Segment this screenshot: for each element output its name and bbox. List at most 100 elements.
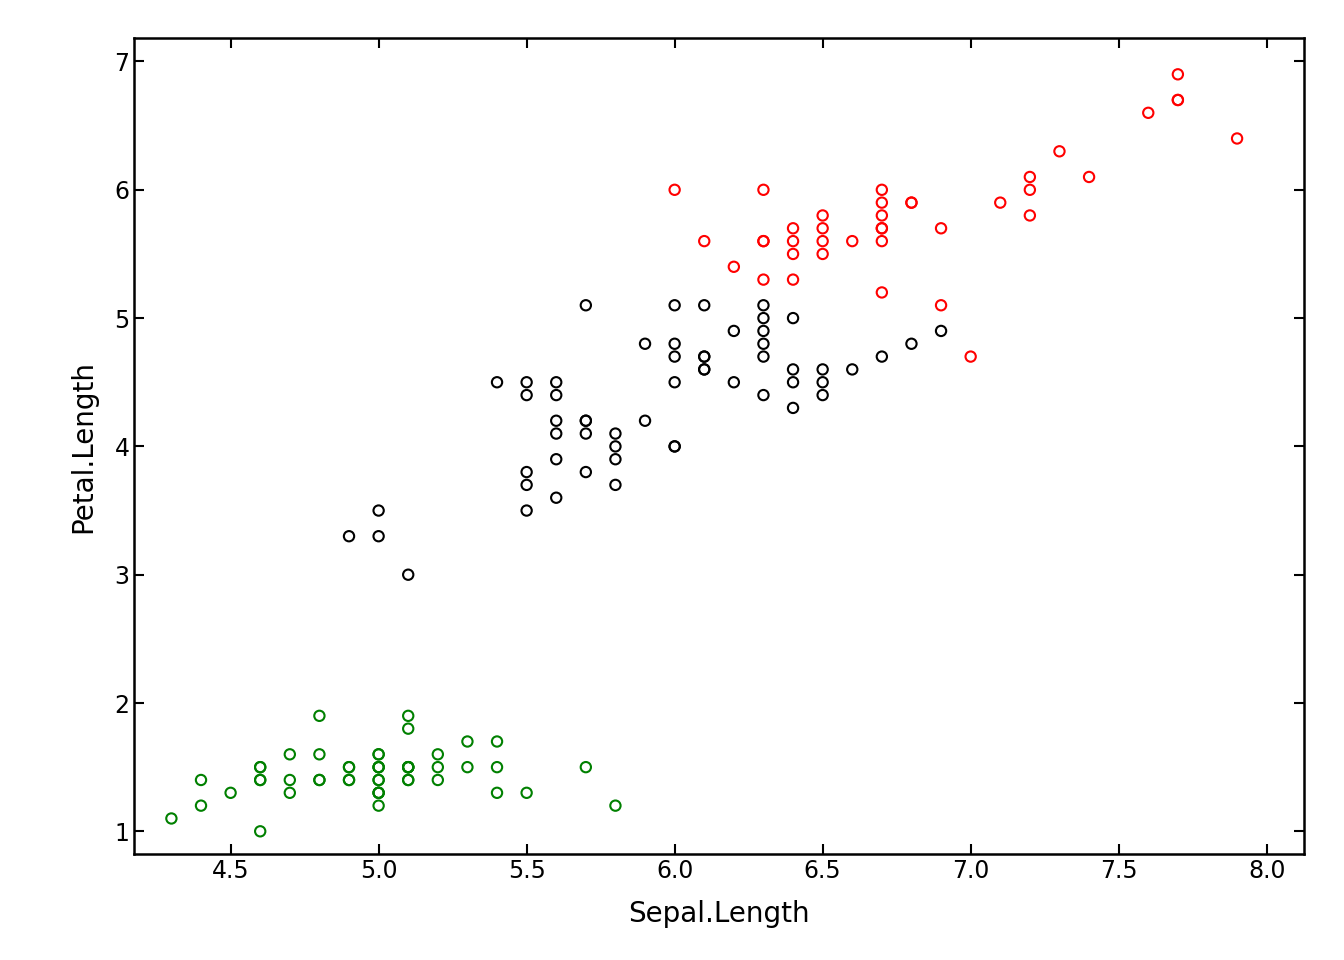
Point — [989, 195, 1011, 210]
Point — [546, 490, 567, 505]
Point — [250, 772, 271, 787]
Point — [900, 195, 922, 210]
Point — [605, 439, 626, 454]
Point — [575, 413, 597, 428]
Point — [605, 798, 626, 813]
Point — [575, 426, 597, 442]
Point — [605, 477, 626, 492]
Point — [368, 785, 390, 801]
Point — [634, 413, 656, 428]
Point — [930, 298, 952, 313]
Point — [1137, 106, 1159, 121]
Point — [930, 221, 952, 236]
Point — [871, 285, 892, 300]
Point — [723, 324, 745, 339]
Point — [339, 759, 360, 775]
Point — [516, 388, 538, 403]
Point — [605, 451, 626, 467]
Point — [339, 772, 360, 787]
Point — [368, 747, 390, 762]
Point — [664, 182, 685, 198]
Point — [753, 298, 774, 313]
Point — [664, 374, 685, 390]
Point — [900, 195, 922, 210]
Point — [280, 772, 301, 787]
Point — [250, 759, 271, 775]
Point — [812, 388, 833, 403]
Point — [871, 221, 892, 236]
Point — [427, 747, 449, 762]
Point — [1167, 66, 1188, 82]
Point — [723, 259, 745, 275]
Point — [694, 362, 715, 377]
Point — [546, 426, 567, 442]
Point — [457, 759, 478, 775]
Point — [191, 798, 212, 813]
Point — [694, 348, 715, 364]
Point — [516, 465, 538, 480]
Point — [694, 233, 715, 249]
Point — [368, 785, 390, 801]
Point — [575, 298, 597, 313]
Point — [753, 310, 774, 325]
Point — [398, 567, 419, 583]
Point — [368, 747, 390, 762]
Point — [368, 759, 390, 775]
Point — [368, 759, 390, 775]
Point — [516, 785, 538, 801]
Point — [782, 400, 804, 416]
Point — [398, 721, 419, 736]
Point — [398, 772, 419, 787]
Point — [250, 824, 271, 839]
Point — [368, 772, 390, 787]
Point — [812, 233, 833, 249]
Point — [1019, 182, 1040, 198]
Point — [753, 233, 774, 249]
Point — [487, 733, 508, 749]
Point — [309, 772, 331, 787]
Point — [812, 247, 833, 262]
Point — [871, 233, 892, 249]
Point — [546, 374, 567, 390]
Point — [309, 747, 331, 762]
Point — [1048, 144, 1070, 159]
Point — [575, 465, 597, 480]
Point — [1019, 207, 1040, 223]
Point — [516, 503, 538, 518]
Point — [368, 785, 390, 801]
Point — [309, 772, 331, 787]
Point — [753, 336, 774, 351]
Point — [871, 195, 892, 210]
Point — [634, 336, 656, 351]
Point — [1167, 92, 1188, 108]
Point — [546, 451, 567, 467]
Point — [398, 759, 419, 775]
Point — [368, 759, 390, 775]
Point — [871, 207, 892, 223]
Point — [753, 272, 774, 287]
Point — [723, 374, 745, 390]
Point — [280, 747, 301, 762]
Point — [398, 759, 419, 775]
Point — [398, 772, 419, 787]
Point — [694, 348, 715, 364]
Point — [398, 759, 419, 775]
Point — [516, 374, 538, 390]
Point — [1167, 92, 1188, 108]
Point — [605, 426, 626, 442]
Point — [930, 324, 952, 339]
Point — [1019, 169, 1040, 184]
Point — [782, 362, 804, 377]
Point — [1078, 169, 1099, 184]
Point — [753, 348, 774, 364]
Point — [368, 798, 390, 813]
Point — [782, 233, 804, 249]
Point — [753, 182, 774, 198]
Point — [841, 233, 863, 249]
Point — [191, 772, 212, 787]
Point — [250, 759, 271, 775]
Point — [457, 733, 478, 749]
Point — [841, 362, 863, 377]
Point — [161, 811, 183, 827]
Point — [782, 247, 804, 262]
